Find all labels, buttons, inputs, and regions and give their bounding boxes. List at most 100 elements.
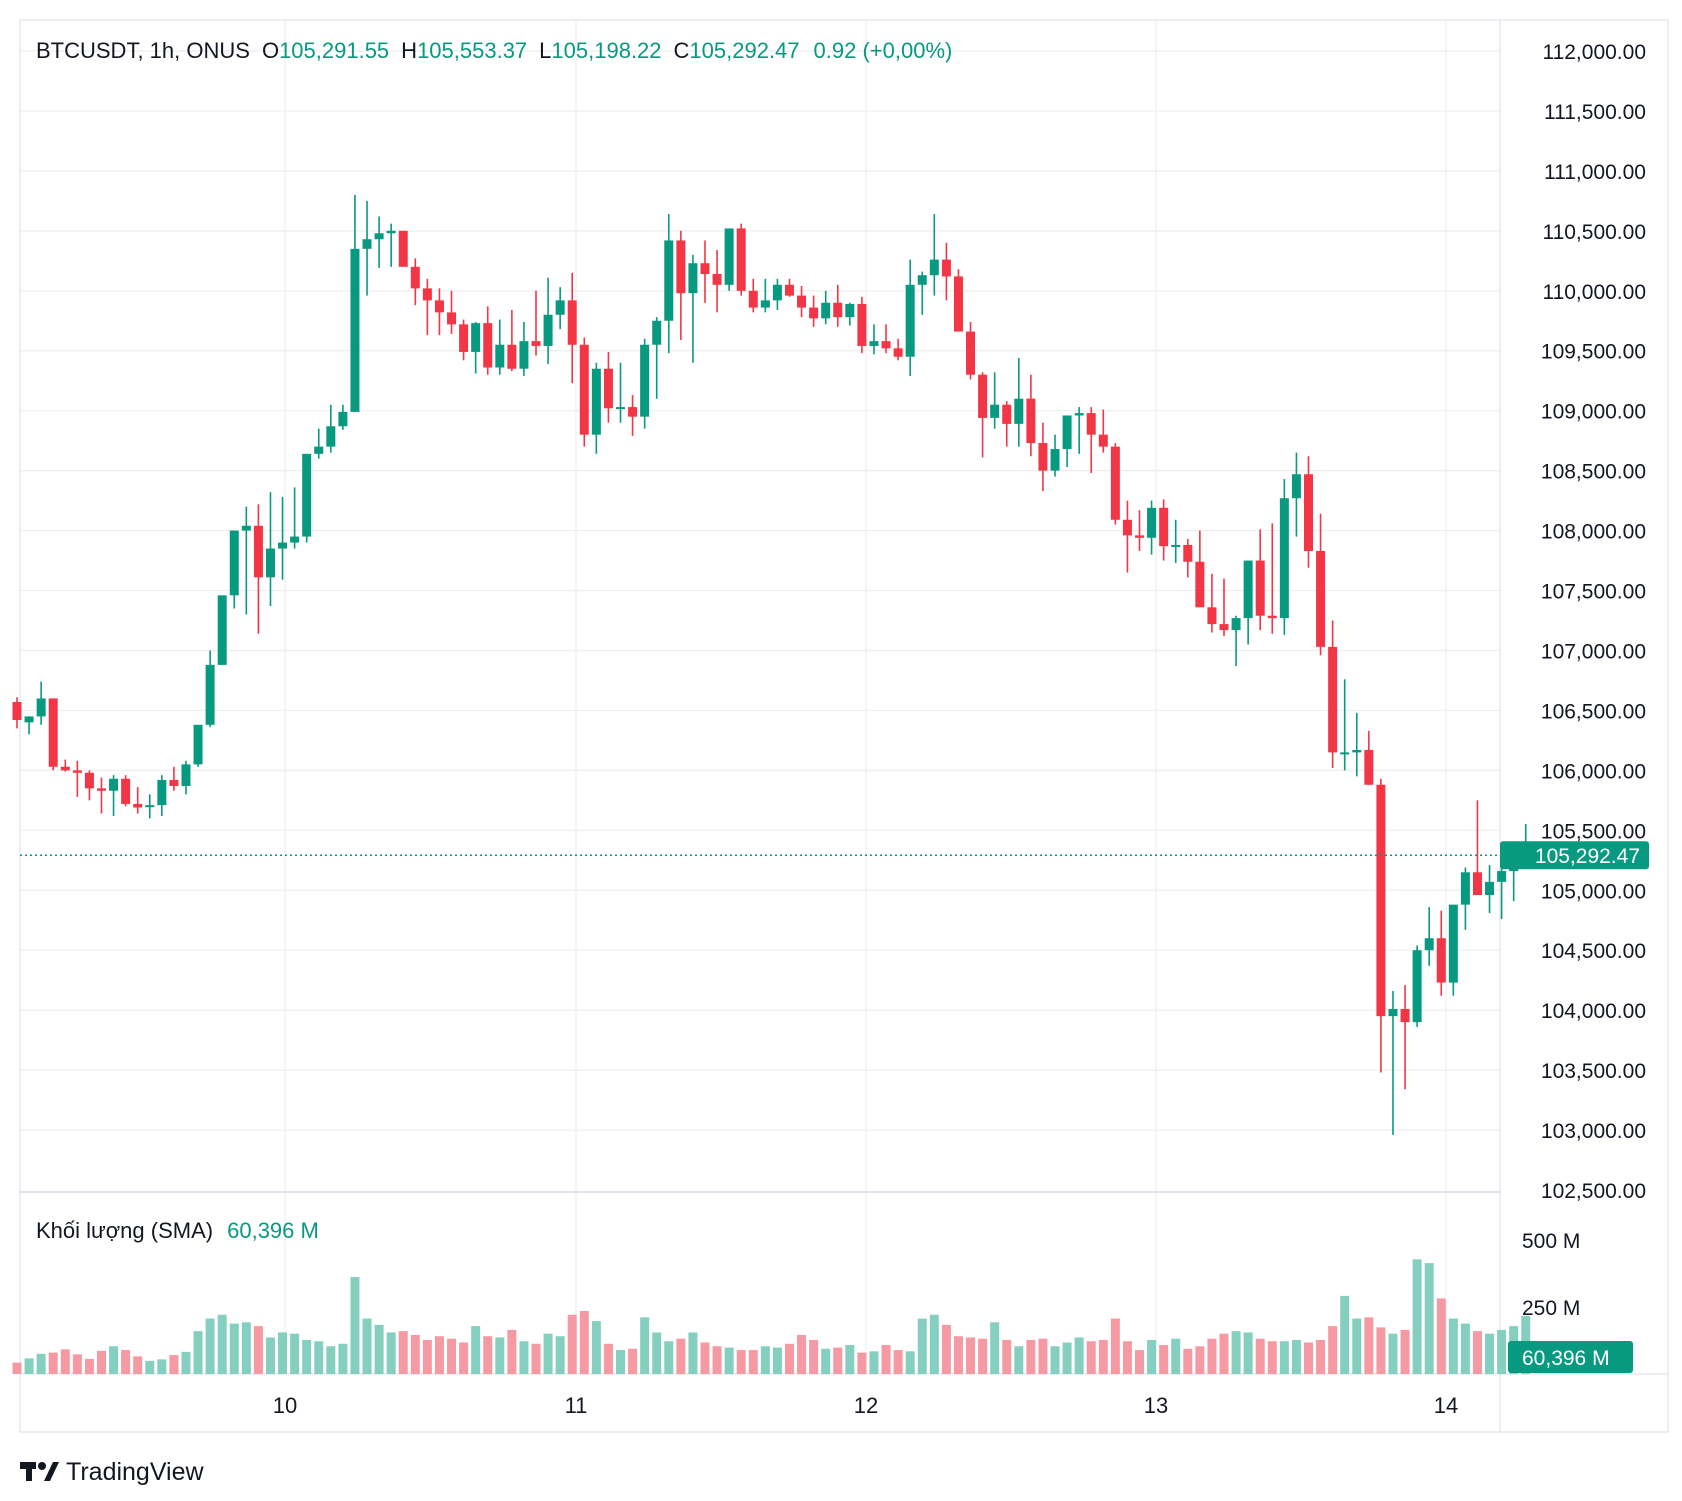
candle-body	[640, 344, 650, 417]
candle-body	[1497, 871, 1507, 882]
volume-bar	[857, 1352, 867, 1374]
volume-bar	[845, 1345, 855, 1374]
tradingview-logo-icon	[20, 1462, 59, 1481]
price-axis[interactable]: 112,000.00 111,500.00 111,000.00 110,500.00…	[1541, 41, 1646, 1203]
grid-lines	[20, 20, 1500, 1374]
volume-bar	[1340, 1295, 1350, 1374]
volume-bar	[1135, 1350, 1145, 1374]
volume-bar	[1183, 1348, 1193, 1374]
volume-bar	[724, 1347, 734, 1374]
volume-bar	[265, 1337, 275, 1374]
volume-bar	[1171, 1338, 1181, 1374]
candle-body	[797, 295, 807, 308]
time-tick-label: 14	[1434, 1393, 1458, 1418]
price-tick-label: 108,000.00	[1541, 521, 1646, 544]
volume-bar	[121, 1350, 131, 1374]
volume-bar	[96, 1350, 106, 1374]
volume-bar	[953, 1336, 963, 1374]
candle-body	[700, 263, 710, 275]
volume-bar	[290, 1333, 300, 1374]
candle-body	[314, 446, 324, 454]
candle-body	[809, 307, 819, 319]
volume-bar	[978, 1338, 988, 1374]
volume-bar	[48, 1352, 58, 1374]
candle-body	[664, 240, 674, 321]
volume-bar	[217, 1314, 227, 1374]
volume-tick-250: 250 M	[1522, 1297, 1580, 1320]
candle-body	[857, 303, 867, 346]
volume-bar	[12, 1362, 22, 1374]
price-tick-label: 104,000.00	[1541, 1000, 1646, 1023]
candle-body	[1485, 881, 1495, 896]
volume-bar	[434, 1336, 444, 1374]
volume-bar	[809, 1339, 819, 1374]
volume-bar	[1098, 1339, 1108, 1374]
candle-body	[748, 290, 758, 308]
volume-bar	[966, 1337, 976, 1374]
volume-bar	[833, 1347, 843, 1374]
volume-bar	[1400, 1329, 1410, 1374]
volume-bar	[1279, 1341, 1289, 1374]
volume-bar	[1352, 1318, 1362, 1374]
candle-body	[519, 341, 529, 369]
candle-body	[253, 525, 263, 578]
candle-body	[1412, 950, 1422, 1023]
price-tick-label: 102,500.00	[1541, 1180, 1646, 1203]
volume-bar	[1122, 1341, 1132, 1374]
volume-badge	[1508, 1341, 1633, 1373]
price-tick-label: 110,000.00	[1542, 281, 1646, 304]
volume-bar	[784, 1343, 794, 1374]
volume-bar	[893, 1350, 903, 1374]
tradingview-logo[interactable]: TradingView	[20, 1458, 205, 1486]
candle-body	[386, 230, 396, 234]
candle-body	[48, 698, 58, 767]
volume-bar	[1062, 1342, 1072, 1374]
volume-bar	[133, 1356, 143, 1374]
candle-body	[1352, 749, 1362, 753]
volume-bar	[1448, 1318, 1458, 1374]
volume-bar	[1255, 1338, 1265, 1374]
volume-bar	[664, 1341, 674, 1374]
candle-body	[1340, 752, 1350, 755]
price-tick-label: 109,500.00	[1541, 341, 1646, 364]
candle-body	[447, 312, 457, 325]
time-axis[interactable]: 10 11 12 13 14	[273, 1393, 1458, 1418]
price-tick-label: 105,000.00	[1541, 880, 1646, 903]
price-tick-label: 107,000.00	[1541, 640, 1646, 663]
candle-body	[543, 314, 553, 346]
candle-body	[72, 770, 82, 773]
price-tick-label: 109,000.00	[1541, 401, 1646, 424]
volume-bar	[459, 1342, 469, 1374]
volume-bar	[1485, 1333, 1495, 1374]
candle-body	[893, 348, 903, 357]
volume-bar	[712, 1346, 722, 1374]
volume-bar	[640, 1317, 650, 1374]
volume-bar	[628, 1348, 638, 1374]
candle-body	[507, 344, 517, 369]
volume-bar	[700, 1342, 710, 1374]
volume-bar	[278, 1332, 288, 1374]
candle-body	[676, 240, 686, 294]
volume-bar	[1014, 1346, 1024, 1374]
candle-body	[1279, 498, 1289, 619]
volume-bar	[1050, 1346, 1060, 1374]
volume-legend[interactable]: Khối lượng (SMA) 60,396 M	[36, 1218, 319, 1243]
candle-body	[1436, 938, 1446, 983]
last-price-badge-text: 105,292.47	[1535, 845, 1640, 868]
tradingview-wordmark: TradingView	[66, 1458, 205, 1486]
volume-bar	[145, 1360, 155, 1374]
volume-bar	[507, 1329, 517, 1374]
candle-body	[1328, 646, 1338, 753]
volume-bar	[302, 1339, 312, 1374]
candle-body	[881, 341, 891, 349]
candle-body	[712, 274, 722, 285]
volume-bar	[905, 1351, 915, 1374]
price-tick-label: 103,500.00	[1541, 1060, 1646, 1083]
volume-bar	[821, 1348, 831, 1374]
candle-body	[1183, 544, 1193, 562]
volume-bar	[616, 1350, 625, 1374]
symbol-legend[interactable]: BTCUSDT, 1h, ONUS O105,291.55 H105,553.37 L…	[36, 38, 952, 63]
price-tick-label: 107,500.00	[1541, 581, 1646, 604]
candle-body	[1424, 938, 1434, 951]
